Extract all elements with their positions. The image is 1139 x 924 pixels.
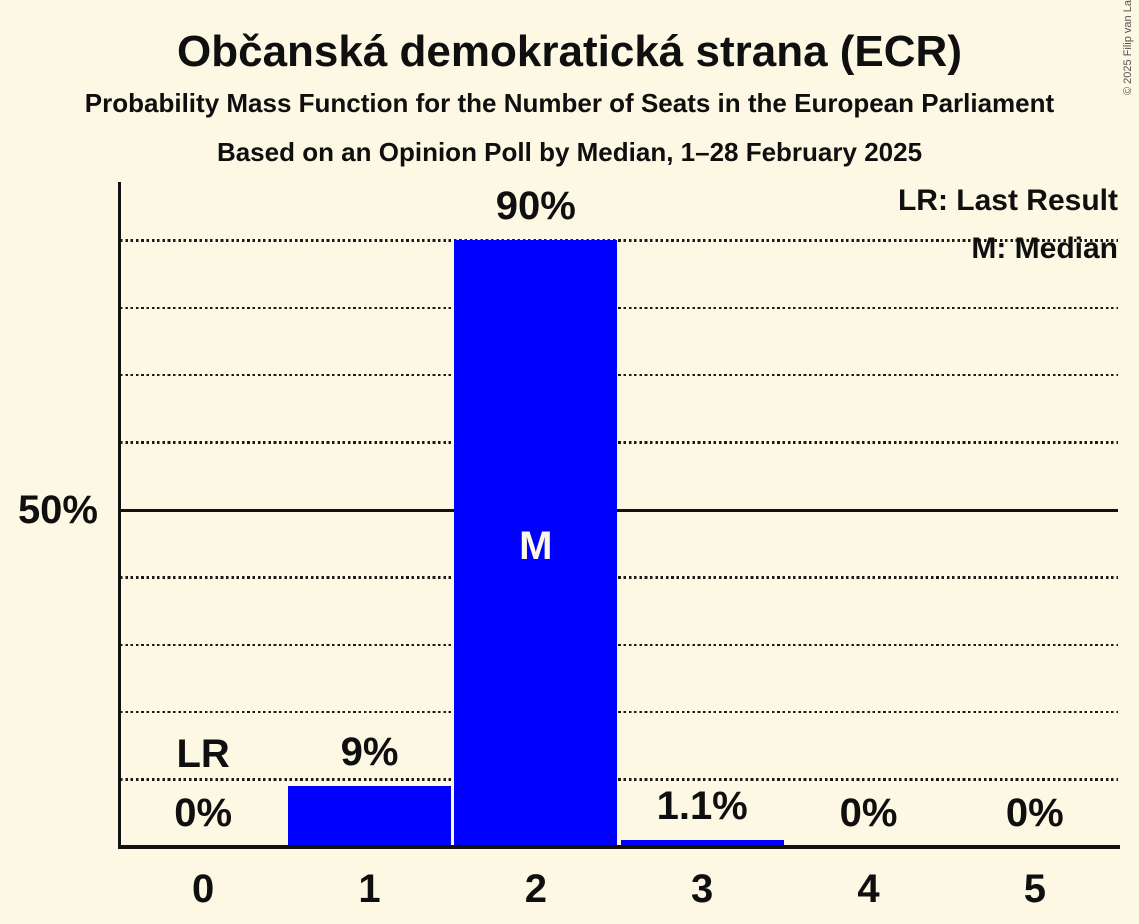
x-axis-tick-label-1: 1 bbox=[358, 867, 381, 911]
gridline-60-percent-dotted bbox=[120, 441, 1118, 444]
x-axis-tick-label-5: 5 bbox=[1023, 867, 1046, 911]
x-axis-tick-label-0: 0 bbox=[192, 867, 215, 911]
legend-median: M: Median bbox=[971, 232, 1118, 265]
x-axis-tick-label-4: 4 bbox=[857, 867, 880, 911]
last-result-marker: LR bbox=[176, 732, 230, 776]
bar-seats-1 bbox=[287, 786, 452, 848]
y-axis-50-percent-label: 50% bbox=[17, 488, 98, 532]
bar-value-label-seats-2: 90% bbox=[495, 184, 576, 229]
bar-value-label-seats-3: 1.1% bbox=[656, 783, 748, 828]
chart-poll-source-line: Based on an Opinion Poll by Median, 1–28… bbox=[216, 137, 923, 167]
gridline-70-percent-dotted bbox=[120, 373, 1118, 377]
x-axis-line bbox=[118, 845, 1120, 849]
gridline-20-percent-dotted bbox=[120, 710, 1118, 714]
bar-seats-3 bbox=[620, 839, 784, 848]
bar-value-label-seats-1: 9% bbox=[340, 730, 399, 775]
copyright-notice: © 2025 Filip van Laenen bbox=[1122, 0, 1134, 95]
legend-last-result: LR: Last Result bbox=[897, 184, 1118, 217]
gridline-10-percent-dotted bbox=[120, 778, 1118, 781]
gridline-30-percent-dotted bbox=[120, 643, 1118, 647]
bar-seats-2 bbox=[454, 240, 618, 848]
x-axis-tick-label-2: 2 bbox=[524, 867, 547, 911]
chart-subtitle: Probability Mass Function for the Number… bbox=[84, 88, 1055, 118]
x-axis-tick-label-3: 3 bbox=[691, 867, 714, 911]
bar-value-label-seats-4: 0% bbox=[839, 791, 898, 835]
gridline-90-percent-dotted bbox=[120, 239, 1118, 242]
gridline-50-percent-solid bbox=[120, 508, 1118, 512]
bar-value-label-seats-0: 0% bbox=[174, 791, 233, 835]
bar-value-label-seats-5: 0% bbox=[1005, 791, 1064, 835]
gridline-40-percent-dotted bbox=[120, 576, 1118, 579]
chart-title: Občanská demokratická strana (ECR) bbox=[177, 27, 962, 76]
median-marker: M bbox=[519, 524, 553, 568]
y-axis-line bbox=[118, 182, 121, 849]
gridline-80-percent-dotted bbox=[120, 306, 1118, 310]
